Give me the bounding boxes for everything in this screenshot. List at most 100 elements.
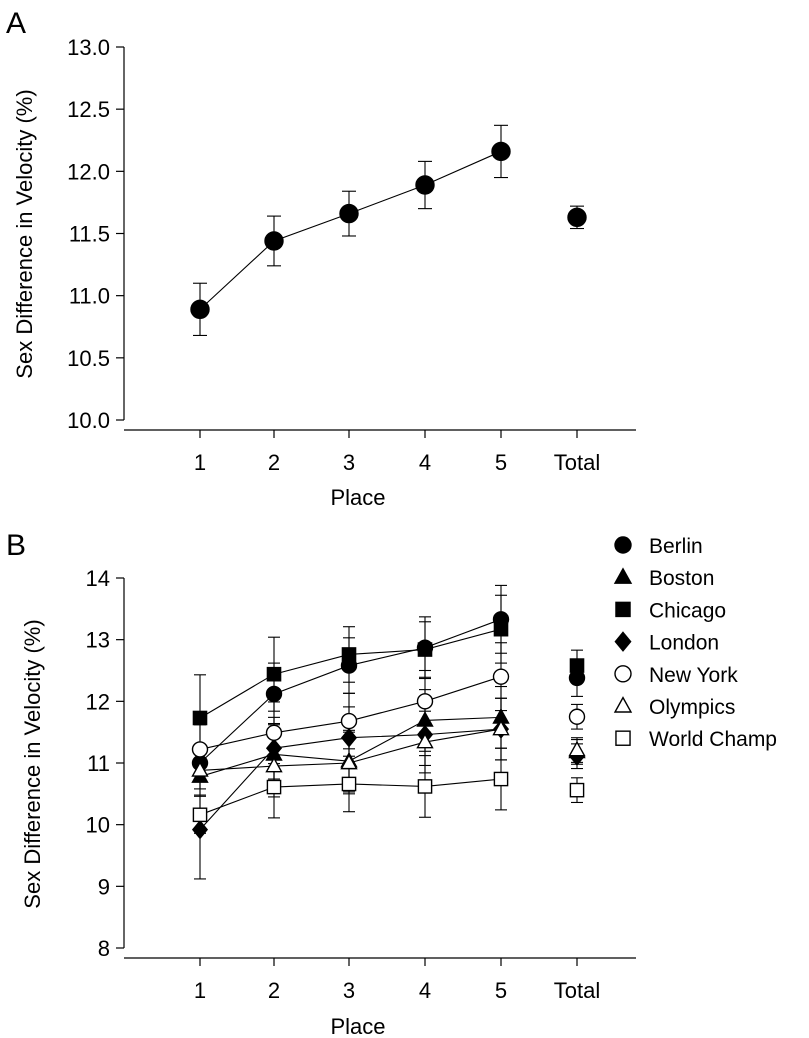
legend-item-boston: Boston <box>613 567 714 590</box>
legend-label-london: London <box>649 632 719 655</box>
legend-label-boston: Boston <box>649 567 714 590</box>
legend-item-world-champ: World Champ <box>615 728 777 751</box>
b-boston-point <box>416 711 434 727</box>
b-x-tick-label: 5 <box>495 978 507 1003</box>
a-x-tick-label: 3 <box>343 450 355 475</box>
panel-a-y-ticks: 10.0 10.5 11.0 11.5 12.0 12.5 13.0 <box>67 35 124 433</box>
b-y-tick-label: 12 <box>86 689 110 714</box>
b-london-point <box>340 727 358 748</box>
panel-a-plot-area <box>190 124 587 337</box>
panel-a: A 10.0 10.5 11.0 11.5 12.0 12.5 13.0 1 2 3 4 5 Tota… <box>6 7 636 510</box>
a-series-point <box>491 141 511 162</box>
b-chicago-point <box>569 658 585 673</box>
olympics-legend-marker <box>613 696 633 713</box>
b-y-tick-label: 9 <box>98 874 110 899</box>
b-chicago-point <box>341 647 357 662</box>
a-x-tick-label: Total <box>554 450 600 475</box>
a-markers <box>190 141 587 320</box>
legend-item-chicago: Chicago <box>615 599 726 622</box>
berlin-legend-marker <box>614 536 632 554</box>
b-x-tick-label: 3 <box>343 978 355 1003</box>
b-new-york-point <box>265 724 283 741</box>
b-new-york-point <box>340 712 358 730</box>
a-connector-lines <box>199 150 502 310</box>
b-olympics-point <box>416 732 434 749</box>
legend-item-olympics: Olympics <box>613 696 735 719</box>
a-y-tick-label: 11.0 <box>69 284 110 309</box>
b-chicago-point <box>266 666 282 682</box>
a-y-tick-label: 12.5 <box>67 97 110 122</box>
a-y-tick-label: 12.0 <box>67 159 110 184</box>
panel-b-letter: B <box>6 529 26 562</box>
b-x-tick-label: 2 <box>268 978 280 1003</box>
b-olympics-point <box>492 719 510 736</box>
b-world-champ-point <box>341 776 357 792</box>
a-series-point <box>567 207 587 228</box>
panel-a-y-axis-title: Sex Difference in Velocity (%) <box>12 89 37 378</box>
b-y-tick-label: 8 <box>98 936 110 961</box>
a-x-tick-label: 1 <box>194 450 206 475</box>
b-y-tick-label: 10 <box>86 813 110 838</box>
b-world-champ-point <box>266 779 282 795</box>
legend-label-world-champ: World Champ <box>649 728 777 751</box>
a-y-tick-label: 10.0 <box>67 408 110 433</box>
panel-b-x-axis-title: Place <box>330 1014 385 1038</box>
b-new-york-point <box>492 668 510 685</box>
b-new-york-point <box>416 693 434 710</box>
legend-label-chicago: Chicago <box>649 599 726 622</box>
b-chicago-point <box>192 710 208 726</box>
b-world-champ-point <box>192 807 208 823</box>
b-world-champ-point <box>493 771 509 787</box>
a-series-point <box>264 231 284 251</box>
a-x-tick-label: 2 <box>268 450 280 475</box>
b-x-tick-label: 4 <box>419 978 431 1003</box>
new-york-legend-marker <box>614 665 632 683</box>
b-olympics-point <box>265 756 283 773</box>
a-series-point <box>190 299 210 320</box>
a-series-point <box>415 175 435 195</box>
b-y-tick-label: 13 <box>86 628 110 653</box>
panel-b-plot-area <box>191 584 586 880</box>
b-new-york-point <box>568 708 586 725</box>
b-error-bars <box>194 584 583 880</box>
b-berlin-point <box>265 685 283 703</box>
panel-b-y-ticks: 8 9 10 11 12 13 14 <box>86 566 124 961</box>
b-olympics-point <box>191 761 209 777</box>
a-error-bars <box>193 124 584 337</box>
legend-item-new-york: New York <box>614 664 738 687</box>
b-x-tick-label: Total <box>554 978 600 1003</box>
a-y-tick-label: 11.5 <box>69 222 110 247</box>
chicago-legend-marker <box>615 601 631 618</box>
a-y-tick-label: 10.5 <box>67 346 110 371</box>
london-legend-marker <box>614 631 632 652</box>
b-y-tick-label: 11 <box>87 751 110 776</box>
panel-b-x-ticks: 1 2 3 4 5 Total <box>194 958 600 1003</box>
b-olympics-point <box>340 753 358 770</box>
a-x-tick-label: 4 <box>419 450 431 475</box>
a-y-tick-label: 13.0 <box>67 35 110 60</box>
boston-legend-marker <box>613 567 633 584</box>
a-series-point <box>339 203 359 224</box>
legend-item-london: London <box>614 631 719 655</box>
a-series-line <box>199 150 502 310</box>
a-x-tick-label: 5 <box>495 450 507 475</box>
b-x-tick-label: 1 <box>194 978 206 1003</box>
b-london-point <box>191 819 209 840</box>
panel-a-x-ticks: 1 2 3 4 5 Total <box>194 430 600 475</box>
b-y-tick-label: 14 <box>86 566 110 591</box>
panel-b-legend: Berlin Boston Chicago London New York Olympic… <box>613 535 777 751</box>
b-olympics-point <box>568 740 586 757</box>
b-world-champ-point <box>417 779 433 794</box>
b-markers <box>191 611 586 840</box>
b-chicago-point <box>493 621 509 637</box>
legend-label-new-york: New York <box>649 664 738 687</box>
b-world-champ-point <box>569 782 585 798</box>
panel-a-axes <box>123 47 636 431</box>
legend-item-berlin: Berlin <box>614 535 703 558</box>
legend-label-olympics: Olympics <box>649 696 735 719</box>
panel-a-letter: A <box>6 7 26 40</box>
panel-a-x-axis-title: Place <box>330 485 385 510</box>
legend-label-berlin: Berlin <box>649 535 703 558</box>
